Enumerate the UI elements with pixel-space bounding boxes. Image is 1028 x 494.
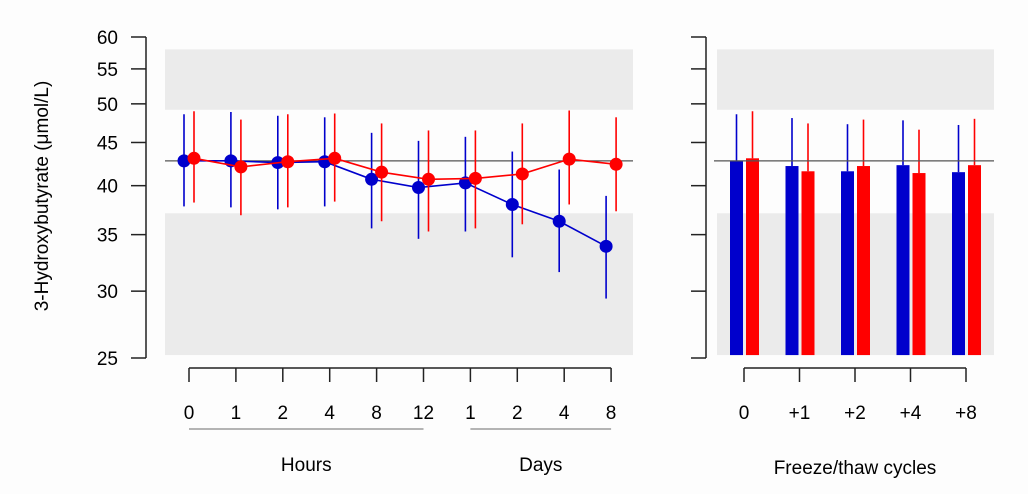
x-tick-label: +4 xyxy=(900,403,922,424)
x-tick-label: +1 xyxy=(789,403,811,424)
y-tick-label: 60 xyxy=(97,28,118,49)
x-tick-label: +8 xyxy=(955,403,977,424)
data-point xyxy=(281,155,295,169)
y-tick-label: 30 xyxy=(97,282,118,303)
data-point xyxy=(458,176,472,190)
bar xyxy=(857,166,870,356)
data-point xyxy=(515,167,529,181)
data-point xyxy=(505,197,519,211)
data-point xyxy=(562,152,576,166)
x-tick-label: 8 xyxy=(371,403,382,424)
data-point xyxy=(552,214,566,228)
data-point xyxy=(609,157,623,171)
series-red xyxy=(187,110,623,232)
data-point xyxy=(422,172,435,186)
bar xyxy=(968,165,981,356)
data-point xyxy=(234,160,248,174)
bar xyxy=(912,173,926,356)
data-point xyxy=(468,171,482,185)
x-tick-label: 0 xyxy=(184,403,195,424)
series-line-red xyxy=(193,157,617,181)
x-axis-title-freeze-thaw: Freeze/thaw cycles xyxy=(774,458,937,479)
data-point xyxy=(365,172,379,186)
x-tick-label: 2 xyxy=(512,403,523,424)
bar xyxy=(785,166,799,356)
x-tick-label: 8 xyxy=(606,403,617,424)
bar xyxy=(801,171,815,356)
y-tick-label: 40 xyxy=(97,177,118,198)
series-blue xyxy=(177,112,613,299)
y-tick-label: 55 xyxy=(97,60,118,81)
x-tick-label: 12 xyxy=(413,403,434,424)
x-tick-label: 0 xyxy=(739,403,750,424)
bar xyxy=(746,158,759,356)
bar xyxy=(841,171,854,356)
x-tick-label: 4 xyxy=(559,403,570,424)
data-point xyxy=(412,181,425,195)
y-tick-label: 45 xyxy=(97,133,118,154)
y-tick-label: 35 xyxy=(97,226,118,247)
x-tick-label: 4 xyxy=(324,403,335,424)
group-label-hours: Hours xyxy=(281,455,332,476)
y-tick-label: 50 xyxy=(97,95,118,116)
y-tick-label: 25 xyxy=(97,349,118,370)
data-point xyxy=(375,165,389,179)
right-panel: 0 +1 +2 +4 +8 xyxy=(691,36,994,424)
bar xyxy=(730,160,743,356)
group-label-days: Days xyxy=(519,455,562,476)
x-tick-label: 2 xyxy=(278,403,289,424)
data-point xyxy=(187,151,201,165)
shaded-band-lower xyxy=(717,213,994,356)
series-blue xyxy=(730,114,965,356)
data-point xyxy=(599,239,613,253)
shaded-band-upper xyxy=(165,49,633,110)
y-axis-title: 3-Hydroxybutyrate (μmol/L) xyxy=(32,81,53,312)
series-line-blue xyxy=(184,160,607,248)
bar xyxy=(952,172,965,356)
shaded-band-lower xyxy=(165,213,633,356)
data-point xyxy=(177,154,191,168)
x-tick-label: 1 xyxy=(231,403,242,424)
data-point xyxy=(328,151,342,165)
series-red xyxy=(746,111,981,356)
bar xyxy=(896,165,910,356)
shaded-band-upper xyxy=(717,49,994,110)
x-tick-label: 1 xyxy=(465,403,476,424)
x-tick-label: +2 xyxy=(844,403,866,424)
